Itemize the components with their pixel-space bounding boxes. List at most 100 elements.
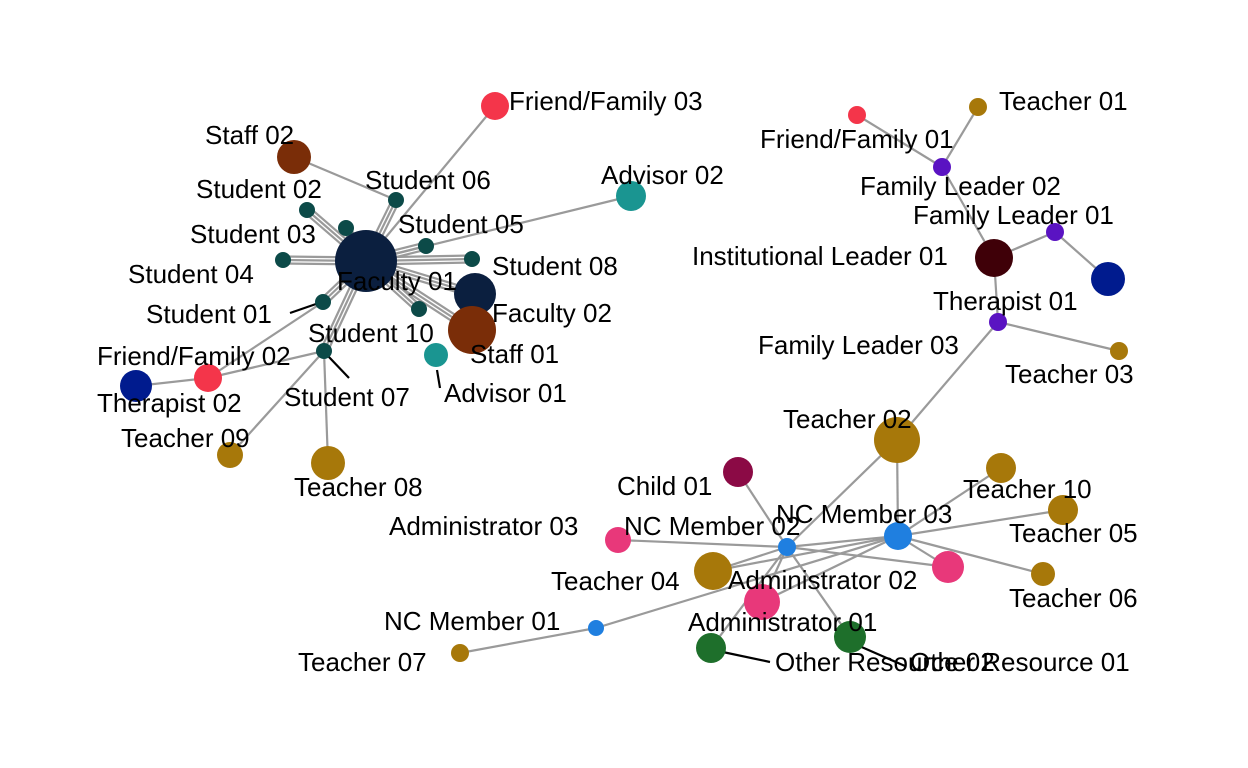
edge-otherresource01-ncmember02 (786, 546, 851, 638)
node-friendfamily03[interactable] (481, 92, 509, 120)
edge-teacher09-student07 (229, 350, 325, 456)
node-teacher10[interactable] (986, 453, 1016, 483)
node-ncmember03[interactable] (884, 522, 912, 550)
node-label-ncmember03: NC Member 03 (776, 499, 952, 529)
node-faculty01[interactable] (335, 230, 397, 292)
node-ncmember02[interactable] (778, 538, 796, 556)
node-label-child01: Child 01 (617, 471, 712, 501)
node-staff02[interactable] (277, 140, 311, 174)
edge-familyleader03-teacher03 (997, 320, 1120, 353)
node-familyleader01[interactable] (1046, 223, 1064, 241)
node-label-familyleader02: Family Leader 02 (860, 171, 1061, 201)
edge-teacher01-familyleader02 (941, 106, 979, 168)
node-student06[interactable] (388, 192, 404, 208)
edge-teacher07-ncmember01 (459, 626, 597, 655)
node-label-teacher01: Teacher 01 (999, 86, 1128, 116)
node-label-student06: Student 06 (365, 165, 491, 195)
node-label-teacher09: Teacher 09 (121, 423, 250, 453)
node-administrator02[interactable] (932, 551, 964, 583)
node-label-administrator01: Administrator 01 (688, 607, 877, 637)
node-familyleader02[interactable] (933, 158, 951, 176)
node-label-therapist02: Therapist 02 (97, 388, 242, 418)
node-student08[interactable] (464, 251, 480, 267)
node-label-advisor01: Advisor 01 (444, 378, 567, 408)
node-label-teacher07: Teacher 07 (298, 647, 427, 677)
node-student03[interactable] (338, 220, 354, 236)
edge-ncmember02-ncmember03 (786, 534, 899, 549)
node-label-teacher05: Teacher 05 (1009, 518, 1138, 548)
nodes-layer (120, 92, 1128, 663)
edge-friendfamily03-faculty01 (365, 105, 496, 262)
leader-line-student01 (289, 302, 317, 315)
edge-staff02-student06 (293, 155, 397, 202)
node-label-friendfamily02: Friend/Family 02 (97, 341, 291, 371)
node-label-otherresource02: Other Resource 02 (775, 647, 995, 677)
edge-ncmember03-administrator01 (761, 535, 899, 603)
node-student05[interactable] (418, 238, 434, 254)
node-label-staff01: Staff 01 (470, 339, 559, 369)
node-teacher03[interactable] (1110, 342, 1128, 360)
node-student01[interactable] (315, 294, 331, 310)
node-friendfamily01[interactable] (848, 106, 866, 124)
edge-ncmember03-teacher05 (897, 508, 1064, 538)
node-label-familyleader03: Family Leader 03 (758, 330, 959, 360)
edge-ncmember03-teacher06 (897, 534, 1044, 576)
node-child01[interactable] (723, 457, 753, 487)
node-student10[interactable] (411, 301, 427, 317)
node-therapist02[interactable] (120, 370, 152, 402)
node-ncmember01[interactable] (588, 620, 604, 636)
node-label-therapist01: Therapist 01 (933, 286, 1078, 316)
node-otherresource02[interactable] (696, 633, 726, 663)
node-friendfamily02[interactable] (194, 364, 222, 392)
node-staff01[interactable] (448, 306, 496, 354)
node-administrator03[interactable] (605, 527, 631, 553)
node-advisor02[interactable] (616, 181, 646, 211)
node-teacher07[interactable] (451, 644, 469, 662)
node-institutionalleader01[interactable] (975, 239, 1013, 277)
node-label-faculty02: Faculty 02 (492, 298, 612, 328)
node-label-faculty01: Faculty 01 (337, 266, 457, 296)
node-label-friendfamily01: Friend/Family 01 (760, 124, 954, 154)
node-label-teacher03: Teacher 03 (1005, 359, 1134, 389)
node-label-friendfamily03: Friend/Family 03 (509, 86, 703, 116)
node-label-teacher02: Teacher 02 (783, 404, 912, 434)
edge-teacher08-student07 (322, 350, 330, 464)
node-student02[interactable] (299, 202, 315, 218)
label-leader-lines (289, 302, 906, 668)
node-label-ncmember01: NC Member 01 (384, 606, 560, 636)
node-label-administrator02: Administrator 02 (728, 565, 917, 595)
node-teacher01[interactable] (969, 98, 987, 116)
edge-friendfamily01-familyleader02 (856, 114, 943, 168)
node-label-student05: Student 05 (398, 209, 524, 239)
edge-teacher04-ncmember03 (712, 534, 899, 573)
node-teacher08[interactable] (311, 446, 345, 480)
node-teacher02[interactable] (874, 417, 920, 463)
node-therapist01[interactable] (1091, 262, 1125, 296)
node-student07[interactable] (316, 343, 332, 359)
node-teacher04[interactable] (694, 552, 732, 590)
node-label-familyleader01: Family Leader 01 (913, 200, 1114, 230)
node-label-advisor02: Advisor 02 (601, 160, 724, 190)
node-administrator01[interactable] (744, 584, 780, 620)
node-label-staff02: Staff 02 (205, 120, 294, 150)
node-label-administrator03: Administrator 03 (389, 511, 578, 541)
node-label-student03: Student 03 (190, 219, 316, 249)
node-label-otherresource01: Other Resource 01 (910, 647, 1130, 677)
node-label-institutionalleader01: Institutional Leader 01 (692, 241, 948, 271)
leader-line-otherresource01 (856, 643, 906, 668)
node-teacher05[interactable] (1048, 495, 1078, 525)
node-label-student07: Student 07 (284, 382, 410, 412)
node-label-student02: Student 02 (196, 174, 322, 204)
edge-administrator03-ncmember02 (617, 538, 788, 549)
node-otherresource01[interactable] (834, 621, 866, 653)
node-familyleader03[interactable] (989, 313, 1007, 331)
edge-administrator02-ncmember02 (786, 545, 949, 569)
node-faculty02[interactable] (454, 273, 496, 315)
node-student04[interactable] (275, 252, 291, 268)
leader-line-student07 (327, 355, 350, 379)
node-advisor01[interactable] (424, 343, 448, 367)
leader-line-advisor01 (435, 369, 442, 389)
node-teacher06[interactable] (1031, 562, 1055, 586)
node-teacher09[interactable] (217, 442, 243, 468)
